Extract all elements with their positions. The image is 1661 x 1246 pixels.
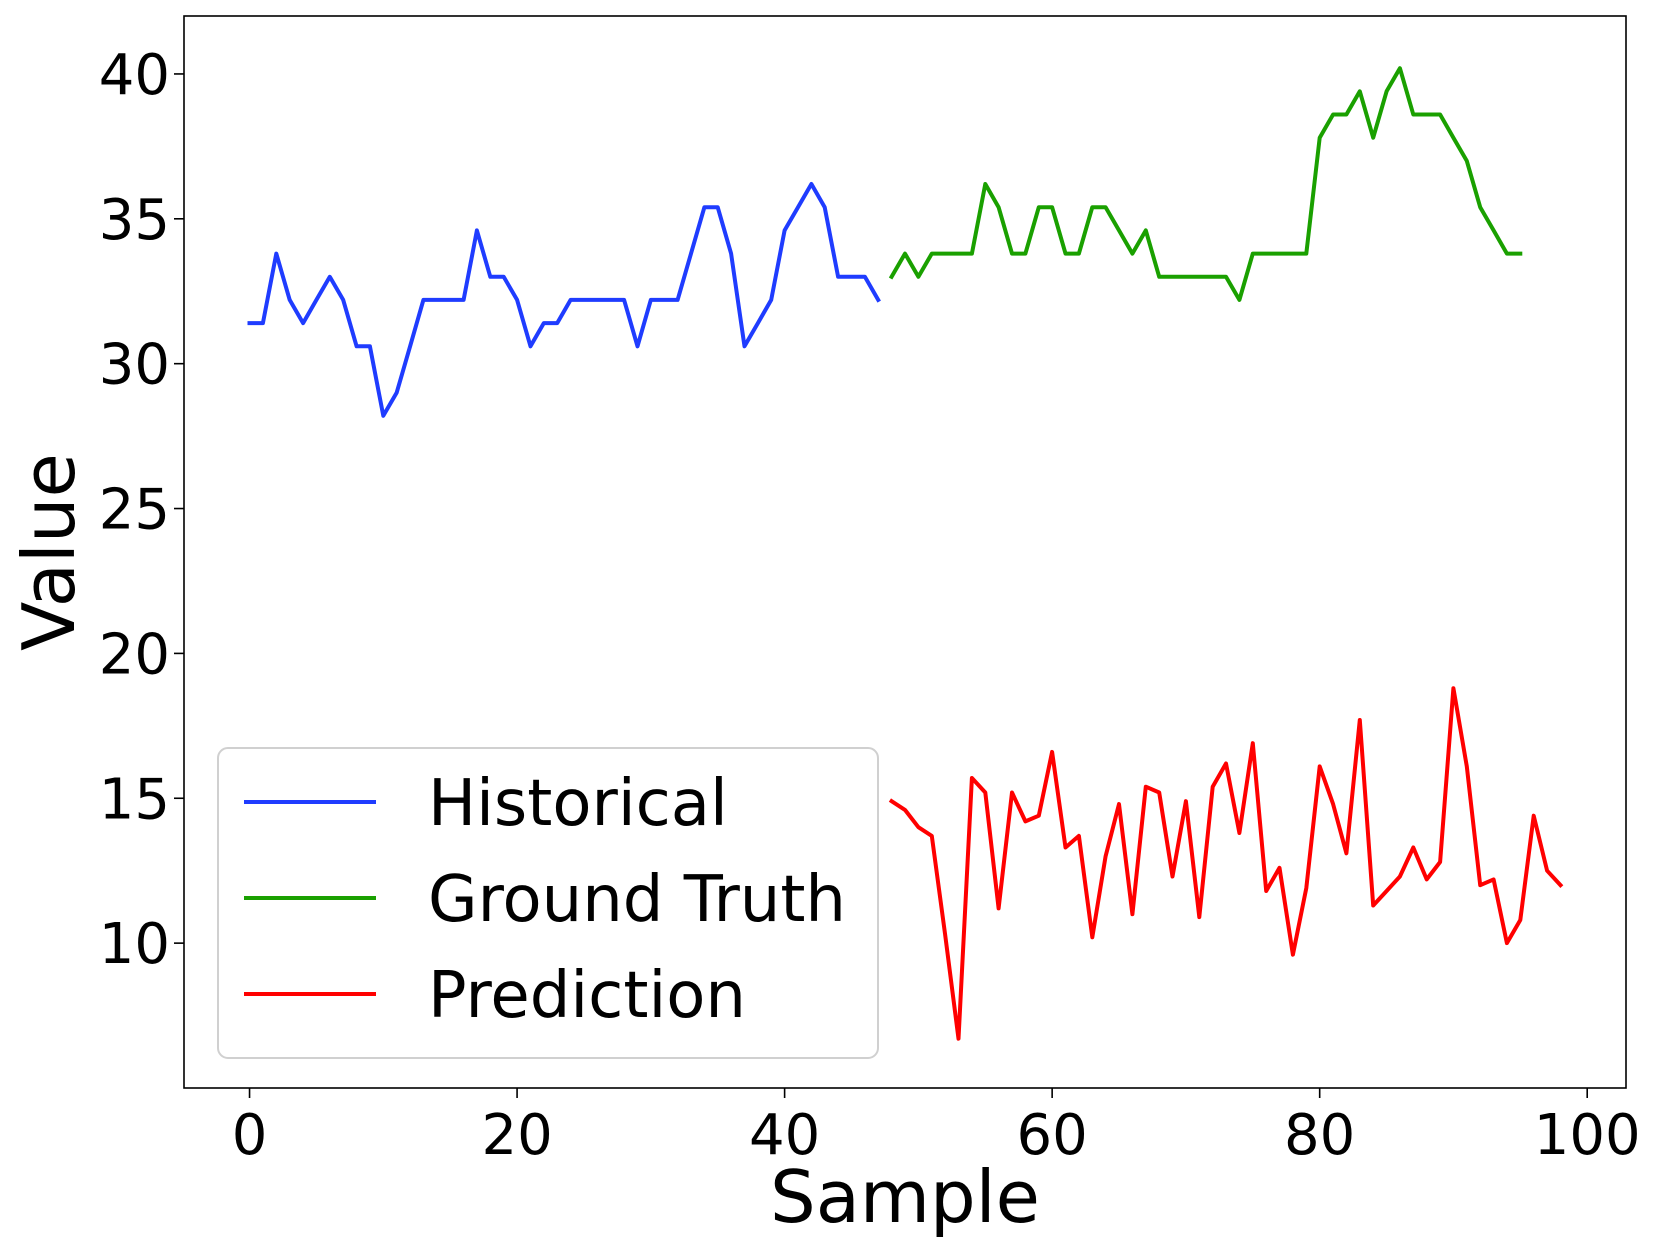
- series-line-prediction: [888, 686, 1564, 1041]
- x-tick-label: 0: [232, 1103, 268, 1168]
- y-tick-label: 10: [99, 912, 170, 977]
- x-tick-label: 100: [1534, 1103, 1641, 1168]
- series-line-historical: [247, 182, 881, 418]
- y-tick-label: 25: [99, 478, 170, 543]
- y-axis-label: Value: [7, 453, 91, 651]
- y-tick-label: 20: [99, 622, 170, 687]
- x-axis-label: Sample: [770, 1155, 1040, 1239]
- x-tick-label: 80: [1284, 1103, 1355, 1168]
- legend-label-ground-truth: Ground Truth: [428, 863, 846, 937]
- legend-label-historical: Historical: [428, 767, 728, 841]
- y-tick-label: 30: [99, 333, 170, 398]
- axes: 0 20 40 60 80 100 10 15 20 25 30 35 40: [99, 15, 1641, 1168]
- legend-box: [217, 747, 879, 1059]
- y-tick-label: 35: [99, 188, 170, 253]
- y-tick-label: 15: [99, 767, 170, 832]
- legend-label-prediction: Prediction: [428, 959, 746, 1033]
- x-tick-label: 60: [1017, 1103, 1088, 1168]
- plot-area: [247, 66, 1564, 1041]
- x-tick-label: 20: [481, 1103, 552, 1168]
- legend: Historical Ground Truth Prediction: [217, 747, 879, 1059]
- plot-frame: [183, 15, 1627, 1089]
- y-tick-label: 40: [99, 43, 170, 108]
- x-tick-label: 40: [749, 1103, 820, 1168]
- series-line-ground-truth: [888, 66, 1523, 302]
